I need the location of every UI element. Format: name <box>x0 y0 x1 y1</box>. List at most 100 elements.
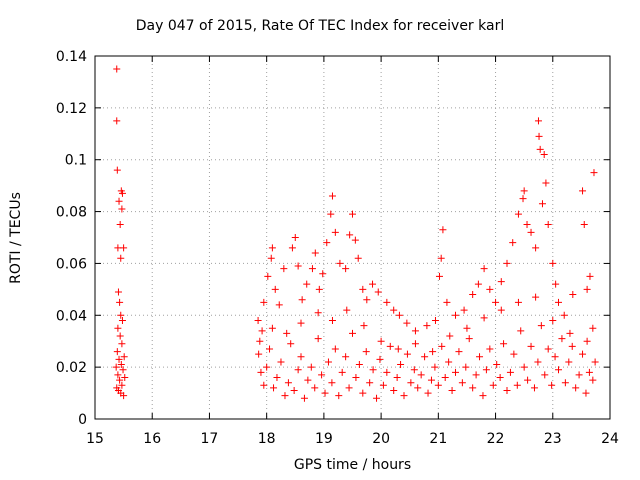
y-tick-label: 0.04 <box>56 308 87 324</box>
data-point <box>414 384 422 392</box>
data-point <box>113 384 121 392</box>
data-point <box>258 327 266 335</box>
data-point <box>311 249 319 257</box>
data-point <box>538 200 546 208</box>
data-point <box>284 379 292 387</box>
data-point <box>268 324 276 332</box>
data-point <box>120 353 128 361</box>
data-point <box>324 358 332 366</box>
data-point <box>407 379 415 387</box>
chart-title: Day 047 of 2015, Rate Of TEC Index for r… <box>135 18 505 34</box>
data-point <box>112 363 120 371</box>
data-point <box>290 386 298 394</box>
data-point <box>342 265 350 273</box>
x-tick-label: 22 <box>487 431 505 447</box>
data-point <box>585 368 593 376</box>
data-point <box>349 210 356 218</box>
data-point <box>297 319 305 327</box>
data-point <box>336 259 344 267</box>
data-point <box>411 340 419 348</box>
data-point <box>390 386 398 394</box>
data-point <box>116 298 124 306</box>
data-point <box>116 376 124 384</box>
data-point <box>281 392 289 400</box>
data-point <box>280 265 288 273</box>
data-point <box>534 358 542 366</box>
data-point <box>294 262 302 270</box>
data-point <box>534 117 542 125</box>
data-point <box>383 298 391 306</box>
data-point <box>583 285 591 293</box>
x-axis-label: GPS time / hours <box>293 457 412 473</box>
data-point <box>439 226 447 234</box>
data-point <box>536 145 544 153</box>
data-point <box>395 311 403 319</box>
data-point <box>590 169 598 177</box>
data-point <box>523 221 531 229</box>
y-tick-label: 0.02 <box>56 360 87 376</box>
data-point <box>465 335 473 343</box>
data-point <box>264 272 272 280</box>
data-point <box>331 228 339 236</box>
data-point <box>591 358 599 366</box>
data-point <box>379 381 387 389</box>
data-point <box>479 392 487 400</box>
data-point <box>116 332 124 340</box>
data-point <box>268 244 276 252</box>
data-point <box>117 254 125 262</box>
data-point <box>520 363 528 371</box>
data-point <box>335 392 343 400</box>
data-point <box>287 340 295 348</box>
data-point <box>115 197 123 205</box>
data-point <box>540 151 548 159</box>
data-point <box>298 296 306 304</box>
data-point <box>314 335 322 343</box>
data-point <box>267 254 275 262</box>
data-point <box>503 259 511 267</box>
data-point <box>114 288 122 296</box>
data-point <box>118 189 126 197</box>
data-point <box>423 322 431 330</box>
data-point <box>303 280 311 288</box>
data-point <box>561 379 569 387</box>
data-point <box>120 244 128 252</box>
data-point <box>455 348 463 356</box>
data-point <box>437 254 445 262</box>
data-point <box>315 285 323 293</box>
data-point <box>349 329 356 337</box>
data-point <box>119 366 127 374</box>
data-point <box>327 210 335 218</box>
data-point <box>463 324 471 332</box>
data-point <box>113 117 121 125</box>
data-point <box>266 345 274 353</box>
data-point <box>345 384 353 392</box>
data-point <box>346 231 354 239</box>
data-point <box>354 254 362 262</box>
data-point <box>308 265 316 273</box>
x-tick-label: 17 <box>201 431 219 447</box>
data-point <box>369 366 377 374</box>
data-point <box>373 394 381 402</box>
data-point <box>434 381 442 389</box>
x-tick-label: 19 <box>315 431 333 447</box>
data-point <box>319 270 327 278</box>
x-tick-label: 23 <box>544 431 562 447</box>
data-point <box>524 376 532 384</box>
data-point <box>460 306 468 314</box>
data-point <box>377 337 385 345</box>
data-point <box>360 322 368 330</box>
plot-frame <box>94 55 611 420</box>
x-tick-label: 24 <box>601 431 619 447</box>
data-point <box>328 192 336 200</box>
data-point <box>509 239 517 247</box>
data-point <box>273 374 281 382</box>
data-point <box>492 298 500 306</box>
data-point <box>486 345 494 353</box>
data-point <box>496 374 504 382</box>
data-point <box>297 353 305 361</box>
data-point <box>579 350 587 358</box>
data-point <box>417 371 425 379</box>
data-point <box>411 327 419 335</box>
data-point <box>113 166 121 174</box>
data-point <box>424 389 432 397</box>
